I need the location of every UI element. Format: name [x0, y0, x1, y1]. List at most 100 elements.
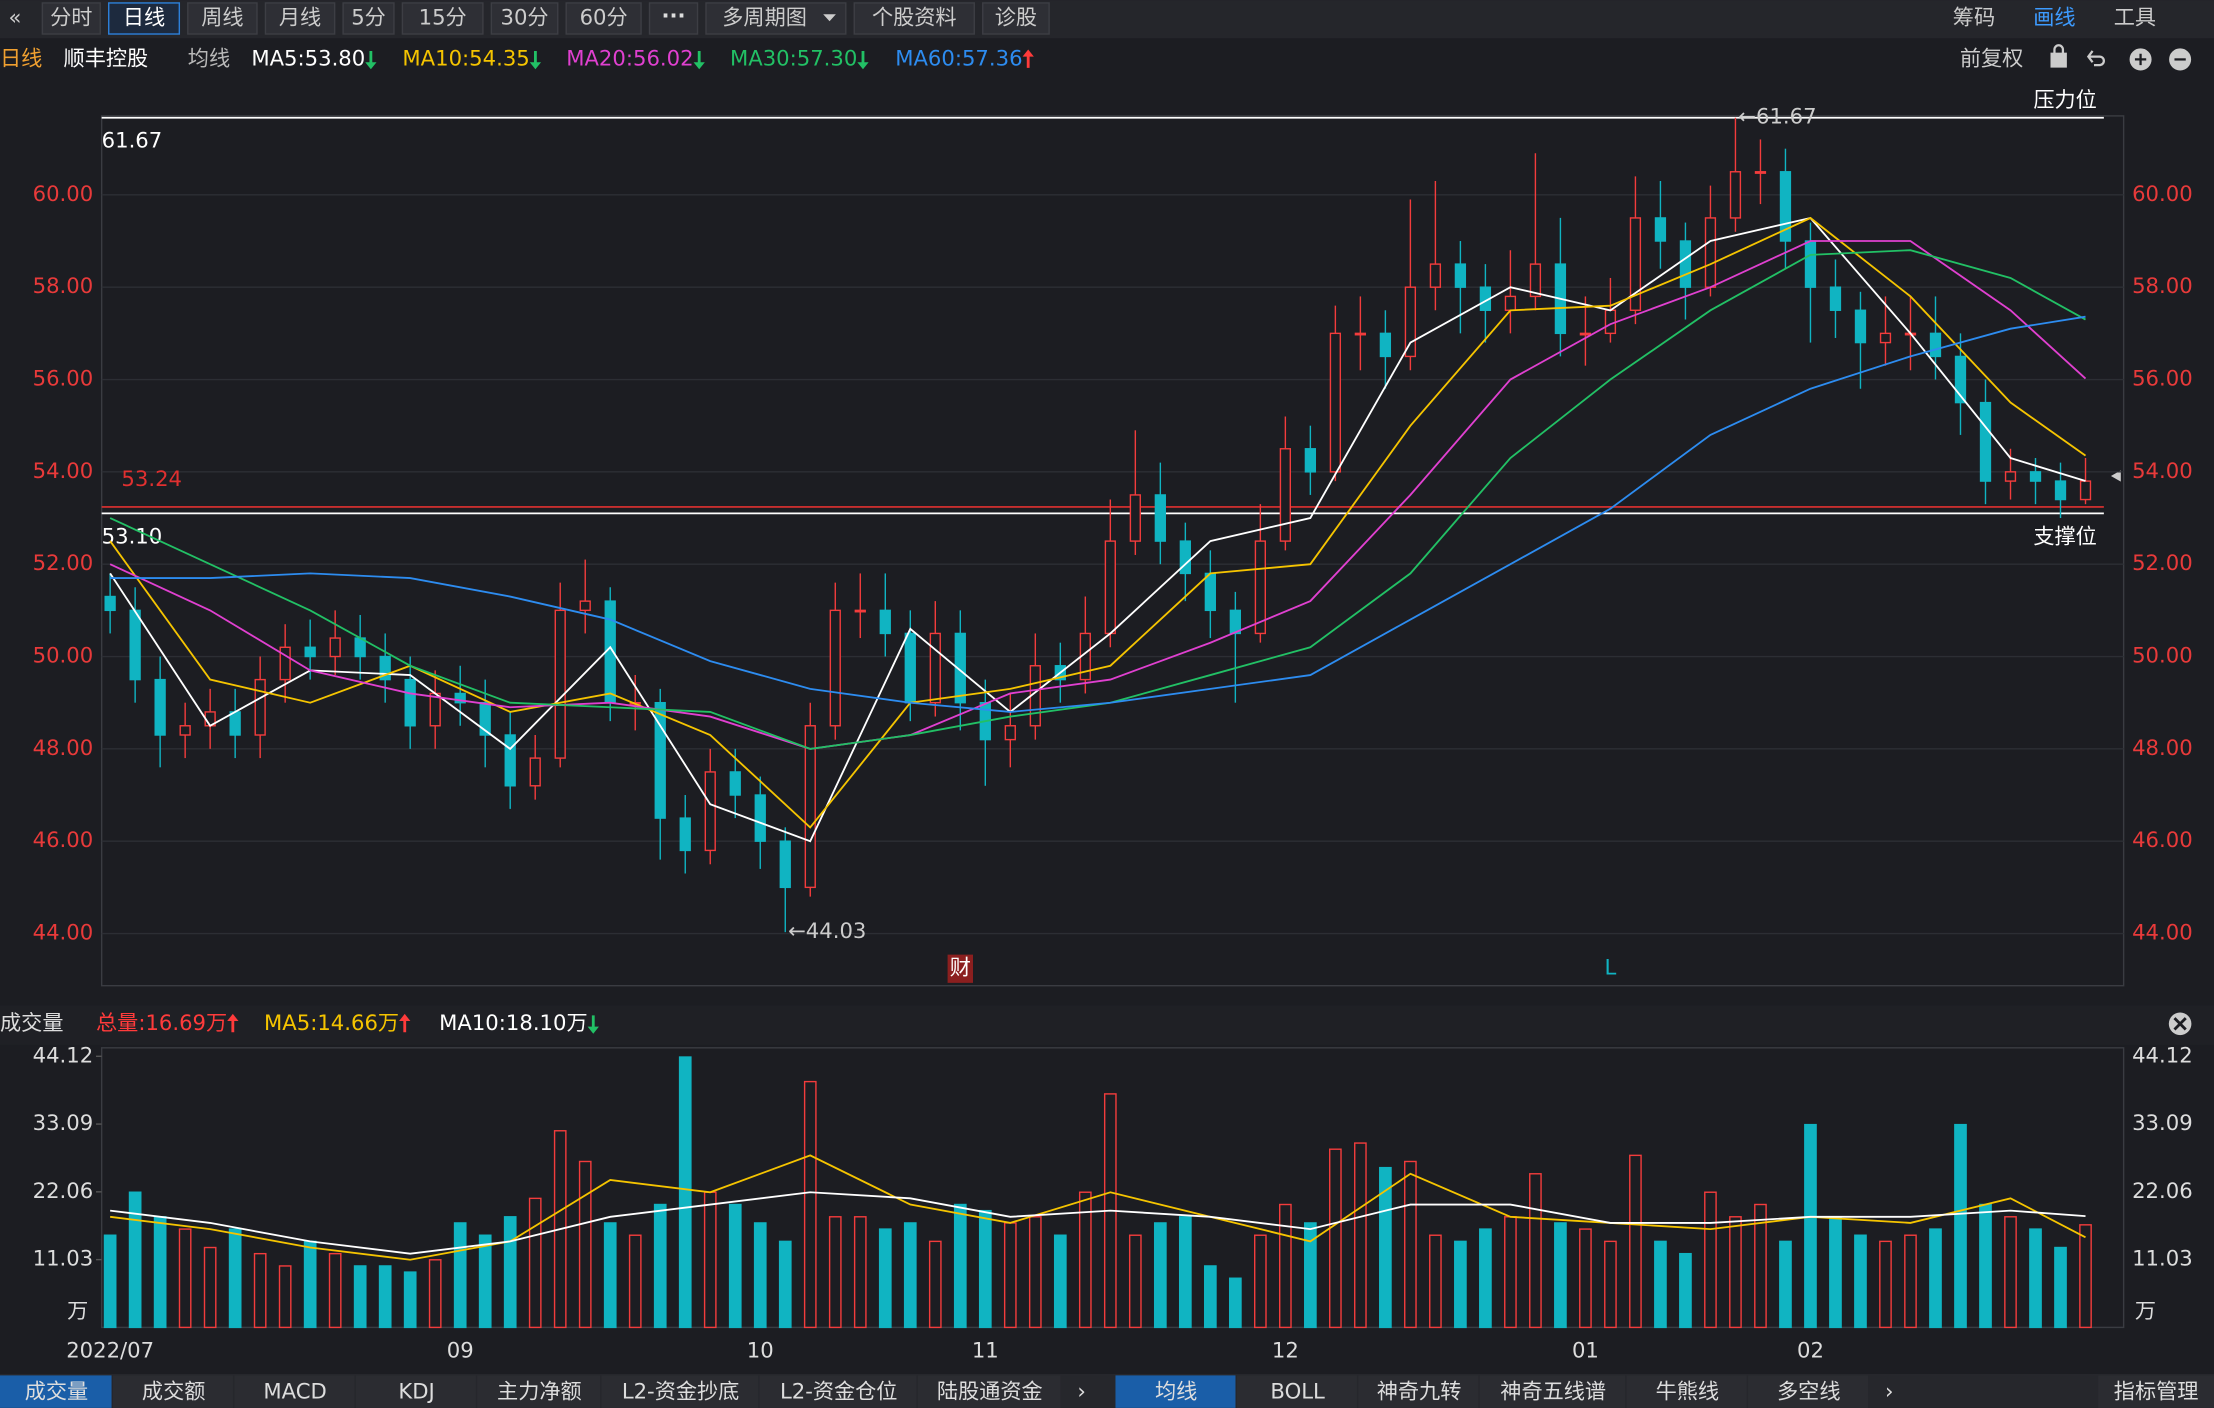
volume-bar — [503, 1216, 517, 1329]
candle-body — [779, 840, 791, 889]
toolbar-tab-label[interactable]: 5分 — [351, 4, 386, 29]
toolbar-tab[interactable] — [705, 2, 847, 35]
trend-arrow — [857, 50, 869, 70]
indicator-tab-label[interactable]: 成交量 — [25, 1378, 88, 1403]
back-icon[interactable]: « — [8, 4, 21, 29]
indicator-tab[interactable] — [759, 1375, 917, 1408]
indicator-tab[interactable] — [477, 1375, 601, 1408]
toolbar-tab[interactable] — [187, 2, 258, 35]
indicator-tab-label[interactable]: L2-资金仓位 — [780, 1378, 898, 1403]
toolbar-tab-label[interactable]: 60分 — [580, 4, 628, 29]
indicator-tab-label[interactable]: L2-资金抄底 — [622, 1378, 740, 1403]
toolbar-tab[interactable] — [401, 2, 484, 35]
toolbar-tab-label[interactable]: 日线 — [123, 4, 165, 29]
toolbar-tab-label[interactable]: 分时 — [50, 4, 92, 29]
indicator-tab[interactable] — [1358, 1375, 1479, 1408]
volume-bar — [528, 1197, 542, 1329]
toolbar-tab[interactable] — [264, 2, 336, 35]
volume-bar — [578, 1160, 592, 1329]
y-tick-label: 11.03 — [33, 1246, 94, 1271]
toolbar-tab-label[interactable]: 30分 — [501, 4, 549, 29]
volume-bar — [1128, 1234, 1142, 1329]
candle-body — [1404, 286, 1417, 358]
y-tick-label-right: 52.00 — [2132, 550, 2193, 575]
indicator-tab-label[interactable]: 多空线 — [1777, 1378, 1840, 1403]
toolbar-tab[interactable] — [41, 2, 101, 35]
indicator-tab-label[interactable]: 神奇九转 — [1377, 1378, 1462, 1403]
price-line-tag: 支撑位 — [2033, 523, 2096, 548]
toolbar-tab[interactable] — [853, 2, 975, 35]
toolbar-tab-label[interactable]: 月线 — [279, 4, 321, 29]
volume-bar — [2004, 1216, 2017, 1329]
volume-bar — [1078, 1191, 1092, 1329]
indicator-tab-label[interactable]: 神奇五线谱 — [1500, 1378, 1606, 1403]
indicator-tab-label[interactable]: 成交额 — [142, 1378, 205, 1403]
indicator-tab-label[interactable]: 陆股通资金 — [937, 1378, 1043, 1403]
indicator-tab-label[interactable]: 主力净额 — [497, 1378, 582, 1403]
candle-body — [829, 609, 841, 727]
manage-button-label[interactable]: 指标管理 — [2114, 1378, 2199, 1403]
candle-body — [579, 600, 591, 612]
toolbar-right-item[interactable]: 工具 — [2114, 4, 2156, 29]
candle-body — [1179, 540, 1191, 575]
candle-body — [1754, 171, 1767, 174]
indicator-tab-label[interactable]: 均线 — [1155, 1378, 1197, 1403]
toolbar-tab-label[interactable]: 15分 — [419, 4, 467, 29]
indicator-tab[interactable] — [1479, 1375, 1626, 1408]
toolbar-tab-label[interactable]: 周线 — [201, 4, 243, 29]
scroll-arrow[interactable]: › — [1077, 1378, 1085, 1403]
indicator-tab[interactable] — [0, 1375, 112, 1408]
candle-body — [679, 817, 691, 852]
candle-body — [154, 678, 166, 736]
toolbar-tab[interactable] — [490, 2, 559, 35]
volume-bar — [703, 1191, 717, 1329]
indicator-tab[interactable] — [1748, 1375, 1869, 1408]
candle-body — [1229, 609, 1241, 635]
candle-body — [1929, 332, 1942, 358]
indicator-tab[interactable] — [355, 1375, 476, 1408]
candle-body — [2079, 480, 2092, 501]
volume-bar — [1153, 1222, 1167, 1329]
volume-bar — [278, 1265, 292, 1329]
indicator-tab[interactable] — [917, 1375, 1061, 1408]
manage-button[interactable] — [2098, 1375, 2214, 1408]
trend-arrow — [399, 1013, 411, 1033]
toolbar-tab-label[interactable]: 个股资料 — [872, 4, 957, 29]
candle-body — [1579, 332, 1592, 336]
toolbar-tab[interactable] — [565, 2, 642, 35]
candle-body — [1829, 286, 1842, 311]
indicator-tab[interactable] — [1115, 1375, 1236, 1408]
indicator-tab-label[interactable]: MACD — [263, 1378, 326, 1403]
candle-body — [1529, 263, 1542, 298]
toolbar-tab[interactable] — [342, 2, 395, 35]
toolbar-right-item[interactable]: 筹码 — [1953, 4, 1995, 29]
event-marker[interactable] — [947, 954, 974, 983]
indicator-tab[interactable] — [601, 1375, 759, 1408]
toolbar-tab-label[interactable]: 诊股 — [995, 4, 1037, 29]
y-tick-label: 22.06 — [33, 1178, 94, 1203]
volume-bar — [1754, 1203, 1767, 1329]
indicator-tab-label[interactable]: BOLL — [1270, 1378, 1325, 1403]
indicator-tab-label[interactable]: 牛熊线 — [1656, 1378, 1719, 1403]
indicator-tab[interactable] — [1236, 1375, 1357, 1408]
indicator-tab[interactable] — [1626, 1375, 1747, 1408]
adjust-label[interactable]: 前复权 — [1960, 45, 2023, 70]
extreme-label: ←44.03 — [788, 918, 866, 943]
ma-line — [110, 1154, 2086, 1261]
candle-body — [1504, 295, 1517, 311]
y-tick-label-right: 33.09 — [2132, 1110, 2193, 1135]
ma-line — [110, 315, 2086, 713]
indicator-tab-label[interactable]: KDJ — [398, 1378, 434, 1403]
y-tick-label-right: 22.06 — [2132, 1178, 2193, 1203]
indicator-tab[interactable] — [112, 1375, 233, 1408]
toolbar-tab[interactable] — [108, 2, 181, 35]
scroll-arrow[interactable]: › — [1885, 1378, 1893, 1403]
toolbar-tab-label[interactable]: 多周期图 — [722, 4, 807, 29]
volume-bar — [428, 1259, 442, 1329]
toolbar-tab[interactable] — [648, 2, 699, 35]
volume-bar — [253, 1252, 267, 1329]
toolbar-right-item[interactable]: 画线 — [2033, 4, 2075, 29]
toolbar-tab[interactable] — [982, 2, 1050, 35]
y-tick-label: 56.00 — [33, 366, 94, 391]
indicator-tab[interactable] — [234, 1375, 355, 1408]
